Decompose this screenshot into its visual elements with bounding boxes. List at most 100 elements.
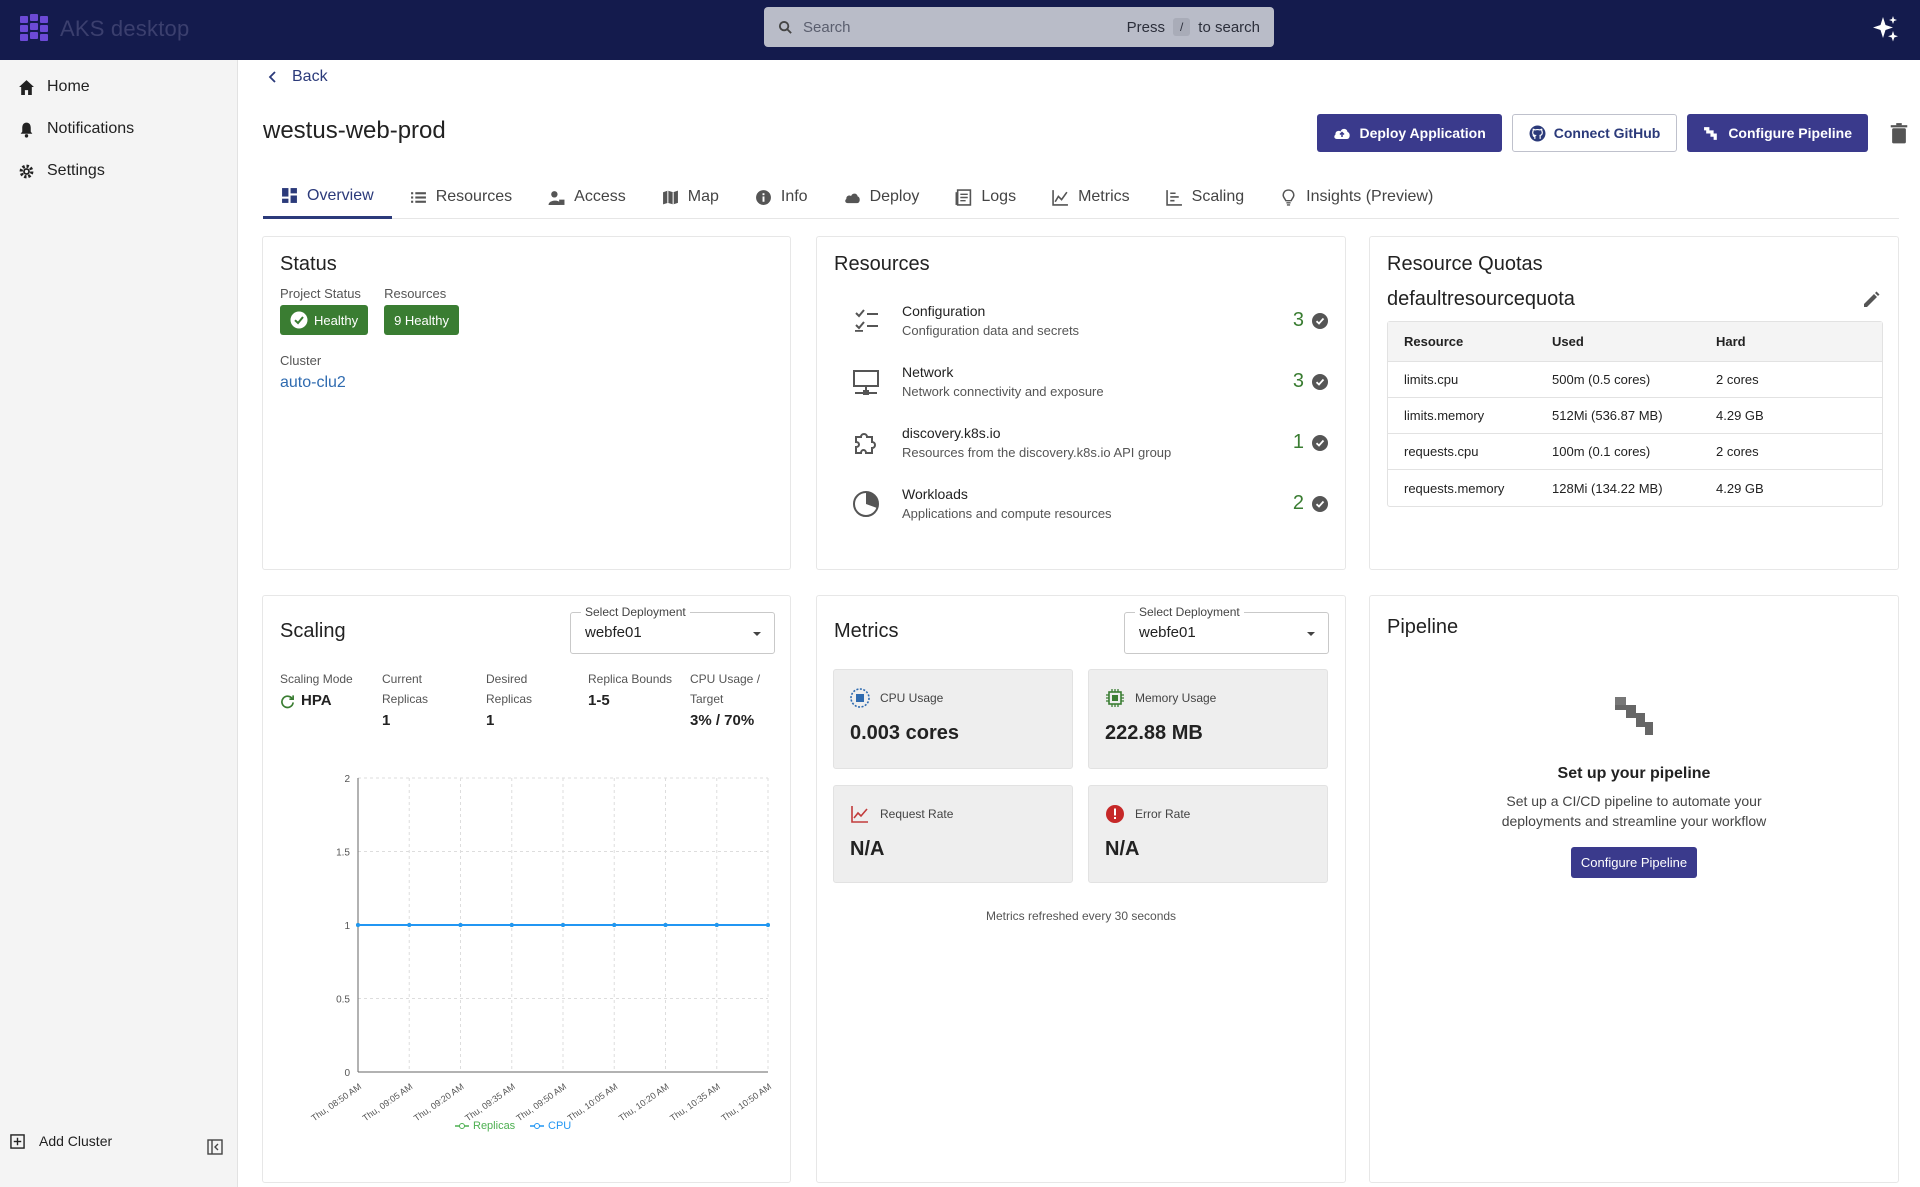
scaling-title: Scaling [280, 620, 346, 642]
add-box-icon [10, 1133, 25, 1149]
cpu-usage-target: CPU Usage / Target 3% / 70% [690, 672, 761, 729]
search-bar[interactable]: Search Press / to search [764, 7, 1274, 47]
pipeline-heading: Set up your pipeline [1557, 765, 1711, 782]
tab-map[interactable]: Map [644, 175, 737, 219]
brand[interactable]: AKS desktop [18, 12, 189, 46]
memory-usage-tile: Memory Usage 222.88 MB [1088, 669, 1328, 769]
info-icon [755, 189, 771, 205]
status-title: Status [280, 253, 337, 275]
dashboard-icon [282, 188, 297, 203]
deploy-application-button[interactable]: Deploy Application [1317, 114, 1502, 152]
x-tick-label: Thu, 10:05 AM [566, 1081, 620, 1123]
cloud-upload-icon [1334, 128, 1351, 139]
check-circle-icon [1312, 495, 1328, 512]
github-icon [1529, 125, 1546, 141]
status-card: Status Project Status Healthy Resources … [262, 236, 791, 570]
gear-icon [19, 164, 34, 178]
data-point-cpu [714, 923, 719, 927]
table-row: requests.cpu 100m (0.1 cores) 2 cores [1388, 434, 1882, 470]
resource-item-configuration[interactable]: Configuration Configuration data and sec… [834, 290, 1328, 351]
back-link[interactable]: Back [268, 68, 328, 86]
x-tick-label: Thu, 09:20 AM [412, 1081, 466, 1123]
scaling-deployment-select[interactable]: Select Deployment webfe01 [570, 605, 775, 654]
metrics-card: Metrics Select Deployment webfe01 CPU Us… [816, 595, 1346, 1183]
sidebar-item-label: Notifications [47, 120, 135, 137]
logs-icon [955, 188, 972, 206]
configure-pipeline-button[interactable]: Configure Pipeline [1687, 114, 1868, 152]
tab-deploy[interactable]: Deploy [826, 175, 938, 219]
desired-replicas: Desired Replicas 1 [486, 672, 533, 729]
data-point-cpu [663, 923, 668, 927]
pipeline-icon [1615, 697, 1653, 735]
tab-overview[interactable]: Overview [263, 175, 392, 219]
add-cluster-label: Add Cluster [39, 1133, 113, 1149]
caret-down-icon [1307, 632, 1315, 636]
resources-title: Resources [834, 253, 930, 275]
line-chart-icon [1052, 189, 1069, 206]
table-row: limits.memory 512Mi (536.87 MB) 4.29 GB [1388, 398, 1882, 434]
header-actions: Deploy Application Connect GitHub Config… [1317, 114, 1920, 152]
tab-access[interactable]: Access [530, 175, 644, 219]
cluster-link[interactable]: auto-clu2 [280, 374, 346, 391]
tab-info[interactable]: Info [737, 175, 826, 219]
x-tick-label: Thu, 10:35 AM [668, 1081, 722, 1123]
configure-pipeline-button-card[interactable]: Configure Pipeline [1570, 847, 1698, 878]
data-point-cpu [356, 923, 360, 927]
edit-icon[interactable] [1861, 290, 1881, 310]
legend-label-cpu: CPU [548, 1120, 571, 1132]
data-point-cpu [509, 923, 514, 927]
sidebar-item-settings[interactable]: Settings [0, 150, 237, 192]
cpu-icon [850, 688, 870, 708]
x-tick-label: Thu, 10:50 AM [719, 1081, 773, 1123]
x-tick-label: Thu, 09:50 AM [514, 1081, 568, 1123]
sparkle-icon[interactable] [1870, 14, 1900, 44]
check-circle-icon [290, 311, 308, 329]
pie-chart-icon [853, 490, 879, 517]
top-bar: AKS desktop Search Press / to search [0, 0, 1920, 60]
puzzle-icon [855, 432, 876, 454]
connect-github-button[interactable]: Connect GitHub [1511, 114, 1678, 152]
resource-quotas-card: Resource Quotas defaultresourcequota Res… [1369, 236, 1899, 570]
resources-card: Resources Configuration Configuration da… [816, 236, 1346, 570]
check-circle-icon [1312, 312, 1328, 329]
quotas-title: Resource Quotas [1387, 253, 1543, 275]
pipeline-icon [1704, 126, 1718, 140]
trash-icon[interactable] [1888, 122, 1910, 144]
resource-count: 2 [1292, 492, 1304, 514]
list-icon [410, 191, 426, 203]
check-circle-icon [1312, 373, 1328, 390]
quota-table-header: Resource Used Hard [1388, 322, 1882, 362]
tab-logs[interactable]: Logs [937, 175, 1034, 219]
resource-item-workloads[interactable]: Workloads Applications and compute resou… [834, 473, 1328, 534]
network-icon [853, 369, 879, 395]
tab-scaling[interactable]: Scaling [1148, 175, 1262, 219]
user-lock-icon [548, 190, 565, 205]
tab-metrics[interactable]: Metrics [1034, 175, 1148, 219]
resource-item-network[interactable]: Network Network connectivity and exposur… [834, 351, 1328, 412]
search-icon [778, 20, 792, 34]
quota-name: defaultresourcequota [1387, 288, 1575, 310]
legend-label-replicas: Replicas [473, 1120, 516, 1132]
app-title: AKS desktop [60, 16, 190, 41]
x-tick-label: Thu, 09:05 AM [361, 1081, 415, 1123]
pipeline-card: Pipeline Set up your pipeline Set up a C… [1369, 595, 1899, 1183]
tab-resources[interactable]: Resources [392, 175, 530, 219]
add-cluster-button[interactable]: Add Cluster [10, 1133, 112, 1149]
sidebar-item-home[interactable]: Home [0, 66, 237, 108]
resource-item-discovery[interactable]: discovery.k8s.io Resources from the disc… [834, 412, 1328, 473]
data-point-cpu [458, 923, 463, 927]
collapse-sidebar-icon[interactable] [207, 1139, 223, 1155]
tab-insights[interactable]: Insights (Preview) [1262, 175, 1451, 219]
sidebar-item-label: Home [47, 78, 90, 95]
current-replicas: Current Replicas 1 [382, 672, 429, 729]
table-row: requests.memory 128Mi (134.22 MB) 4.29 G… [1404, 480, 1764, 496]
request-rate-tile: Request Rate N/A [833, 785, 1073, 883]
metrics-deployment-select[interactable]: Select Deployment webfe01 [1124, 605, 1329, 654]
sidebar-item-notifications[interactable]: Notifications [0, 108, 237, 150]
resource-count: 1 [1292, 431, 1304, 453]
sidebar: Home Notifications Settings Add Cluster [0, 60, 238, 1187]
resource-count: 3 [1292, 309, 1304, 331]
x-tick-label: Thu, 10:20 AM [617, 1081, 671, 1123]
data-point-cpu [561, 923, 565, 927]
